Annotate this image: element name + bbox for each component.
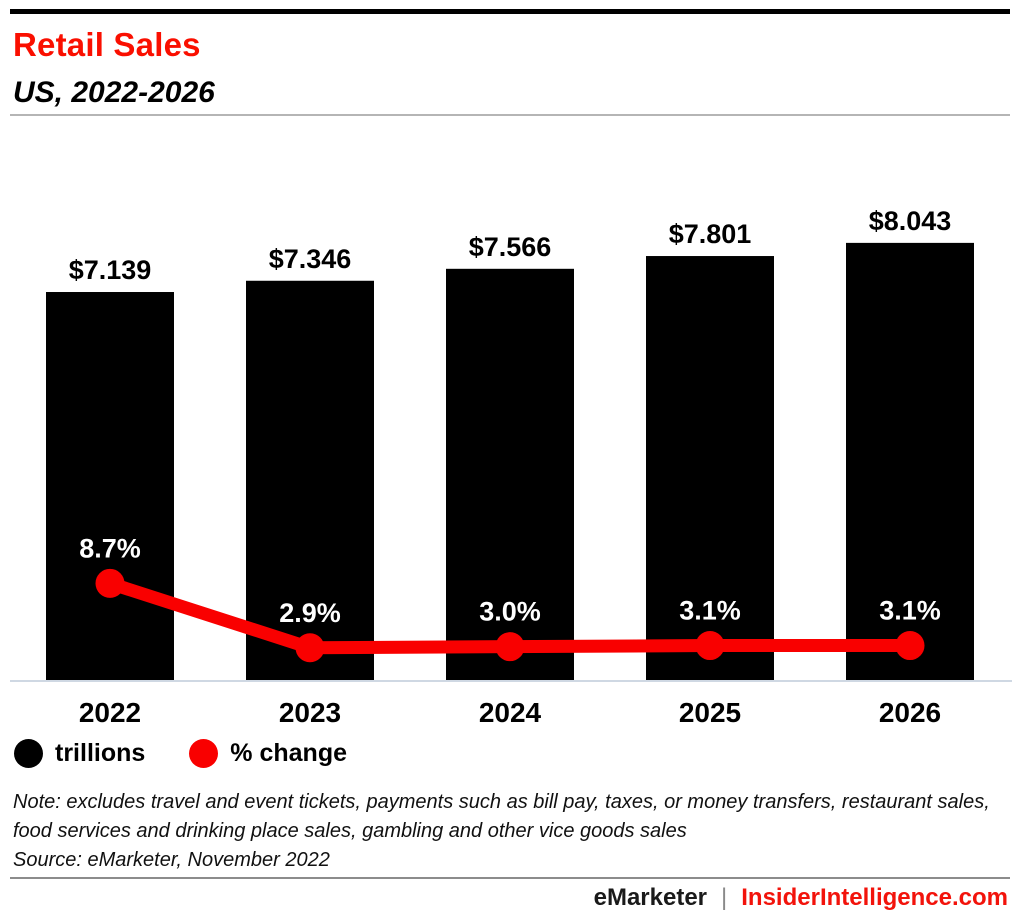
page-title: Retail Sales	[13, 26, 201, 63]
line-marker-2023	[295, 633, 325, 663]
legend-item-pct-change: % change	[189, 739, 347, 768]
header-divider	[10, 114, 1010, 116]
x-tick-label-2022: 2022	[79, 697, 141, 728]
pct-label-2022: 8.7%	[79, 533, 141, 563]
line-marker-2024	[495, 632, 525, 662]
bar-2024	[446, 268, 574, 680]
x-tick-label-2026: 2026	[879, 697, 941, 728]
pct-label-2025: 3.1%	[679, 596, 741, 626]
line-marker-2026	[895, 631, 925, 661]
bar-value-label-2024: $7.566	[469, 232, 552, 262]
trillions-swatch-icon	[14, 739, 43, 768]
bar-value-label-2022: $7.139	[69, 255, 152, 285]
pct-label-2023: 2.9%	[279, 598, 341, 628]
pct-label-2024: 3.0%	[479, 597, 541, 627]
source-line: Source: eMarketer, November 2022	[13, 849, 330, 871]
footer: eMarketer | InsiderIntelligence.com	[594, 884, 1008, 912]
line-marker-2025	[695, 631, 725, 661]
legend-label-pct-change: % change	[230, 739, 347, 767]
bar-2026	[846, 242, 974, 680]
bar-2022	[46, 292, 174, 680]
line-marker-2022	[95, 568, 125, 598]
legend-item-trillions: trillions	[14, 739, 145, 768]
bar-value-label-2023: $7.346	[269, 244, 352, 274]
x-tick-label-2024: 2024	[479, 697, 542, 728]
footer-separator: |	[721, 884, 728, 911]
emarketer-logo: eMarketer	[593, 884, 708, 911]
bar-value-label-2026: $8.043	[869, 206, 952, 236]
footnote: Note: excludes travel and event tickets,…	[13, 788, 1010, 875]
page-subtitle: US, 2022-2026	[13, 76, 215, 109]
footer-rule	[10, 877, 1010, 879]
pct-change-swatch-icon	[189, 739, 219, 768]
insider-intelligence-link[interactable]: InsiderIntelligence.com	[741, 884, 1008, 911]
note-line-1: Note: excludes travel and event tickets,…	[13, 791, 837, 813]
bar-2023	[246, 280, 374, 680]
chart-legend: trillions % change	[14, 739, 347, 768]
bar-value-label-2025: $7.801	[669, 219, 752, 249]
legend-label-trillions: trillions	[55, 739, 146, 767]
bar-2025	[646, 256, 774, 680]
x-tick-label-2023: 2023	[279, 697, 341, 728]
top-black-rule	[10, 9, 1010, 14]
note-line-2: restaurant sales, food services and drin…	[13, 791, 990, 842]
chart-svg: $7.139 $7.346 $7.566 $7.801 $8.043 8.7% 2.9% 3.…	[10, 206, 1012, 728]
pct-label-2026: 3.1%	[879, 596, 941, 626]
x-tick-label-2025: 2025	[679, 697, 741, 728]
